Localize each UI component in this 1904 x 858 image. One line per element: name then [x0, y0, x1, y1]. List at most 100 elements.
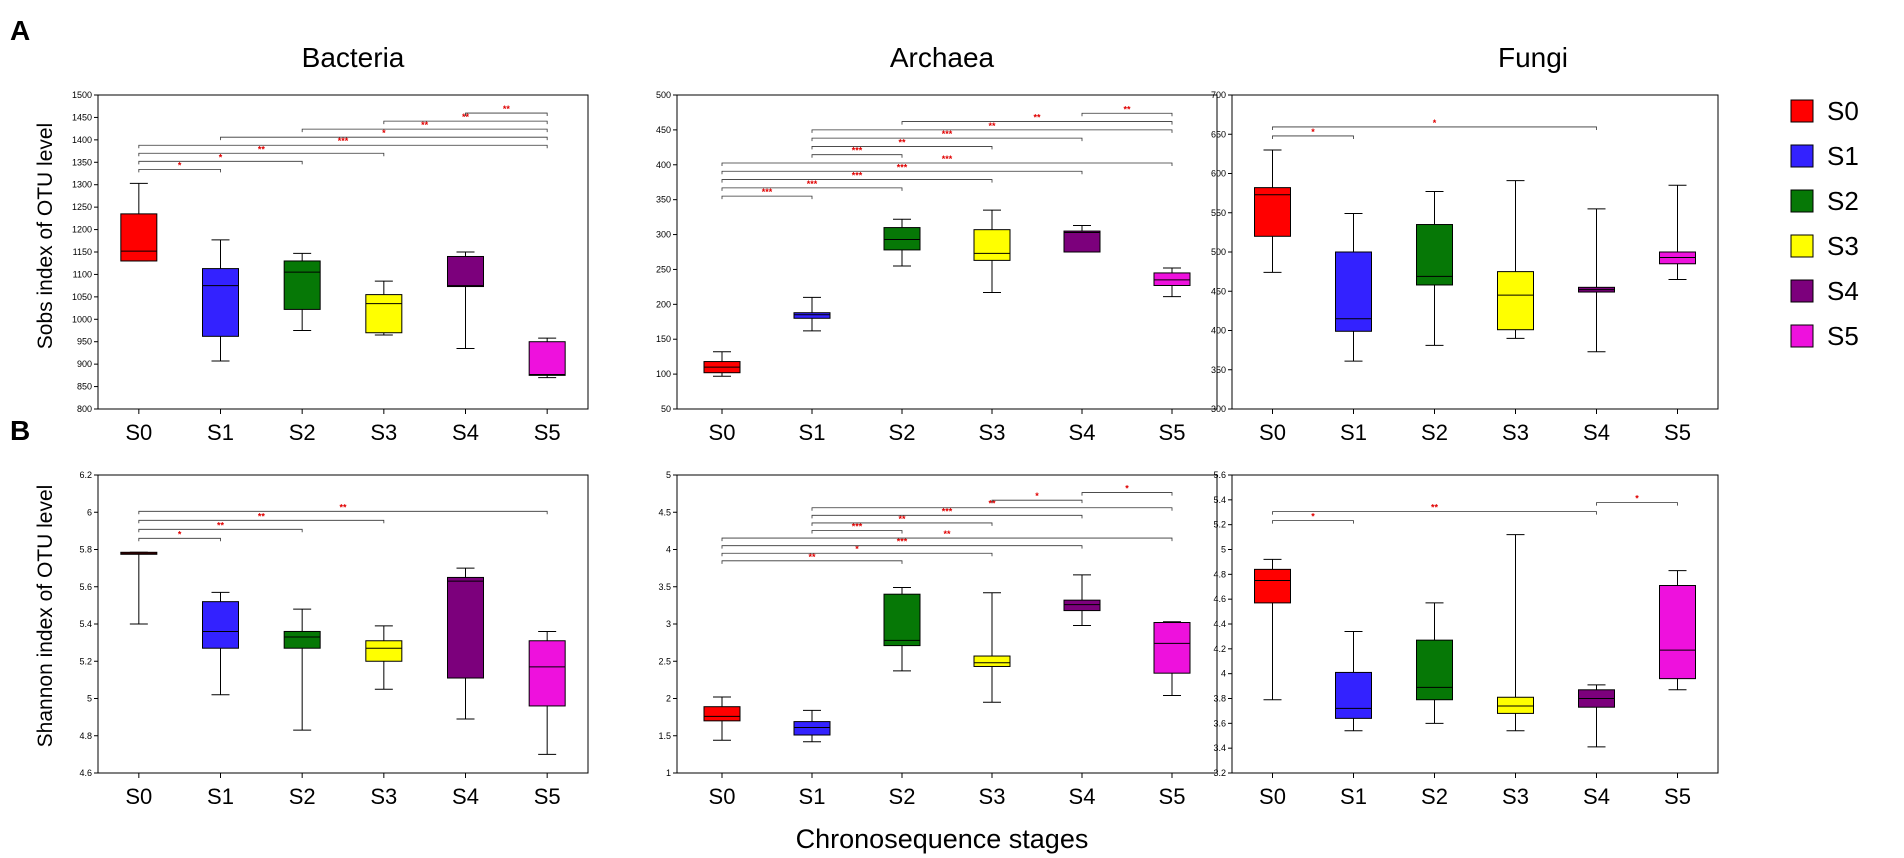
chart-archaea-sobs-box-s1 [793, 296, 831, 332]
chart-fungi-sobs-ytick-label: 450 [1211, 286, 1226, 296]
chart-archaea-sobs-significance-bracket: *** [721, 154, 1173, 166]
chart-archaea-shannon-significance-bracket: ** [721, 552, 903, 564]
chart-bacteria-shannon-box-s3 [365, 625, 403, 690]
chart-fungi-sobs-significance-bracket: * [1272, 118, 1597, 130]
chart-fungi-shannon-category-label-s0: S0 [1259, 784, 1286, 809]
bracket-line [138, 537, 221, 542]
chart-bacteria-sobs-category-label-s4: S4 [452, 420, 479, 445]
chart-fungi-shannon-ytick-label: 5.2 [1213, 520, 1226, 530]
bracket-line [721, 552, 993, 557]
chart-archaea-shannon-significance-bracket: * [1081, 484, 1173, 496]
chart-fungi-shannon-category-label-s2: S2 [1421, 784, 1448, 809]
chart-fungi-shannon-category-label-s4: S4 [1583, 784, 1610, 809]
iqr-box [1416, 224, 1453, 286]
chart-archaea-shannon-box-s5 [1153, 621, 1191, 697]
chart-archaea-shannon-significance-bracket: * [991, 491, 1083, 504]
significance-label: ** [1123, 104, 1131, 114]
chart-bacteria-sobs-ytick-label: 1300 [72, 180, 92, 190]
significance-label: ** [988, 499, 996, 509]
chart-fungi-sobs: 300 350 400 450 500 550 600 650 700 S0 S1 S2 S3 S4 S5 *… [1211, 90, 1719, 445]
chart-bacteria-shannon-category-label-s1: S1 [207, 784, 234, 809]
significance-label: * [1311, 127, 1315, 137]
chart-archaea-sobs-significance-bracket: ** [901, 113, 1173, 125]
legend-label: S1 [1827, 141, 1859, 171]
iqr-box [1063, 230, 1101, 253]
bracket-line [721, 195, 813, 200]
chart-fungi-shannon-ytick-label: 3.6 [1213, 718, 1226, 728]
chart-fungi-sobs-box-s4 [1578, 208, 1615, 353]
chart-fungi-shannon-ytick-label: 3.8 [1213, 694, 1226, 704]
chart-bacteria-shannon-frame [97, 474, 589, 774]
chart-archaea-shannon-ytick-label: 1.5 [658, 731, 671, 741]
legend-label: S2 [1827, 186, 1859, 216]
chart-archaea-sobs-box-s4 [1063, 224, 1101, 253]
bracket-line [721, 187, 903, 191]
chart-archaea-shannon-ytick-label: 3.5 [658, 582, 671, 592]
chart-fungi-shannon-box-s4 [1578, 684, 1615, 748]
chart-archaea-sobs-box-s3 [973, 209, 1011, 293]
significance-label: ** [988, 121, 996, 131]
chart-archaea-sobs-ytick-label: 100 [656, 369, 671, 379]
bracket-line [811, 530, 903, 534]
bracket-line [721, 545, 1083, 549]
chart-bacteria-shannon-box-s1 [202, 591, 239, 696]
chart-fungi-sobs-category-label-s0: S0 [1259, 420, 1286, 445]
bracket-line [811, 137, 1083, 142]
significance-label: ** [898, 514, 906, 524]
iqr-box [883, 593, 921, 647]
iqr-box [1335, 251, 1372, 332]
chart-fungi-sobs-category-label-s5: S5 [1664, 420, 1691, 445]
chart-bacteria-sobs-ytick-label: 1350 [72, 157, 92, 167]
chart-fungi-shannon-ytick-label: 4.8 [1213, 569, 1226, 579]
significance-label: *** [338, 136, 349, 146]
significance-label: * [178, 529, 182, 539]
chart-bacteria-sobs-significance-bracket: * [220, 128, 548, 141]
significance-label: *** [897, 162, 908, 172]
chart-bacteria-shannon-ytick-label: 4.6 [79, 768, 92, 778]
chart-archaea-shannon-frame [676, 474, 1218, 774]
chart-archaea-sobs-ytick-label: 150 [656, 334, 671, 344]
chart-archaea-shannon-category-label-s2: S2 [889, 784, 916, 809]
chart-archaea-shannon-category-label-s0: S0 [709, 784, 736, 809]
bracket-line [1596, 502, 1678, 506]
chart-bacteria-sobs-ytick-label: 850 [77, 382, 92, 392]
chart-archaea-sobs-frame [676, 94, 1218, 410]
chart-archaea-sobs-significance-bracket: *** [721, 179, 903, 191]
chart-bacteria-sobs-box-s0 [120, 182, 158, 262]
chart-fungi-sobs-ytick-label: 300 [1211, 404, 1226, 414]
chart-fungi-shannon-box-s2 [1416, 602, 1453, 724]
chart-archaea-shannon-category-label-s3: S3 [979, 784, 1006, 809]
chart-bacteria-shannon-significance-bracket: ** [138, 511, 385, 524]
chart-bacteria-sobs-significance-bracket: ** [383, 112, 548, 125]
chart-archaea-shannon-significance-bracket: ** [811, 514, 993, 526]
iqr-box [1153, 622, 1191, 674]
chart-bacteria-shannon-box-s2 [283, 608, 321, 731]
chart-archaea-sobs-ytick-label: 50 [661, 404, 671, 414]
bracket-line [383, 120, 548, 125]
bracket-line [465, 112, 548, 117]
bracket-line [1081, 112, 1173, 117]
iqr-box [1497, 696, 1534, 714]
chart-archaea-shannon-ytick-label: 4 [666, 545, 671, 555]
chart-fungi-shannon-significance-bracket: * [1272, 512, 1354, 524]
chart-archaea-shannon-box-s3 [973, 592, 1011, 703]
chart-bacteria-shannon-ytick-label: 5.6 [79, 582, 92, 592]
chart-archaea-sobs-category-label-s3: S3 [979, 420, 1006, 445]
chart-bacteria-sobs-ytick-label: 950 [77, 337, 92, 347]
bracket-line [991, 499, 1083, 504]
chart-archaea-shannon-category-label-s4: S4 [1069, 784, 1096, 809]
iqr-box [1153, 272, 1191, 286]
significance-label: ** [462, 112, 470, 122]
legend-item-s1: S1 [1790, 141, 1859, 171]
bracket-line [721, 179, 993, 183]
significance-label: * [1433, 118, 1437, 128]
chart-bacteria-sobs-box-s3 [365, 280, 403, 336]
iqr-box [202, 268, 239, 337]
bracket-line [1272, 135, 1354, 139]
chart-bacteria-sobs-ytick-label: 1050 [72, 292, 92, 302]
bracket-line [138, 510, 548, 515]
significance-label: * [382, 128, 386, 138]
chart-fungi-shannon-category-label-s3: S3 [1502, 784, 1529, 809]
chart-fungi-sobs-category-label-s2: S2 [1421, 420, 1448, 445]
chart-fungi-sobs-box-s1 [1335, 213, 1372, 362]
